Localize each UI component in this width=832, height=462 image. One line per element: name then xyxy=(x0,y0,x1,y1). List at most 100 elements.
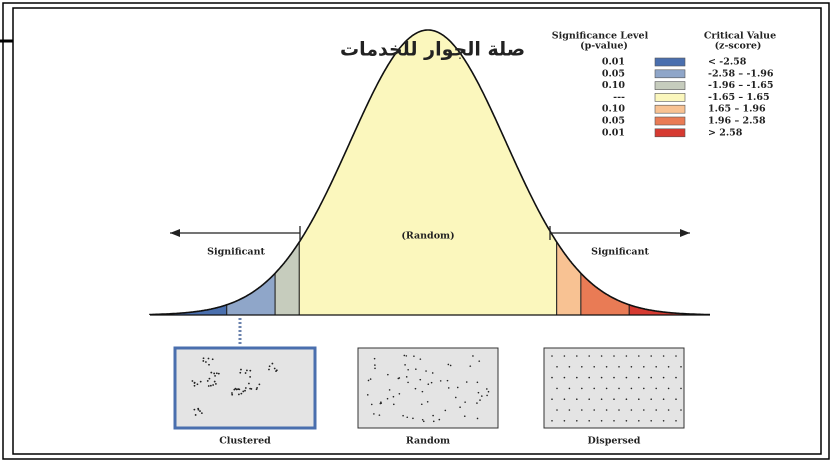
point xyxy=(662,420,665,422)
point xyxy=(415,368,417,370)
point xyxy=(643,387,645,390)
panel-label: Clustered xyxy=(219,436,271,447)
panel xyxy=(543,347,685,429)
swatch xyxy=(654,104,686,114)
point xyxy=(426,400,429,403)
point xyxy=(242,390,245,393)
point xyxy=(459,406,461,409)
point xyxy=(551,376,553,379)
point xyxy=(638,376,640,379)
point xyxy=(250,388,253,390)
point xyxy=(214,383,217,385)
point xyxy=(239,371,242,374)
point xyxy=(403,354,406,357)
point xyxy=(476,417,479,420)
p-value: 0.01 xyxy=(602,57,625,68)
inner-frame xyxy=(12,7,822,455)
point xyxy=(581,387,583,390)
point xyxy=(563,398,566,401)
point xyxy=(618,409,620,411)
panel-label: Dispersed xyxy=(588,436,641,447)
point xyxy=(237,393,240,396)
point xyxy=(207,357,210,360)
point xyxy=(568,366,571,368)
point xyxy=(215,372,218,375)
p-value: 0.10 xyxy=(602,80,626,91)
point xyxy=(662,398,665,401)
point xyxy=(655,409,657,411)
point xyxy=(667,366,670,368)
z-header: Critical Value xyxy=(704,31,776,42)
z-score: -2.58 – -1.96 xyxy=(708,68,774,79)
point xyxy=(407,368,409,371)
point xyxy=(209,384,212,387)
point xyxy=(419,378,422,381)
point xyxy=(593,366,595,368)
point xyxy=(237,388,240,390)
point xyxy=(600,355,603,357)
point xyxy=(248,382,250,385)
point xyxy=(373,413,375,415)
point xyxy=(213,380,216,383)
legend: 0.01 < -2.58 0.05 -2.58 – -1.96 0.10 -1.96 – … xyxy=(602,57,774,139)
point xyxy=(208,377,211,380)
point xyxy=(456,386,459,389)
z-score: -1.65 – 1.65 xyxy=(708,92,770,103)
point xyxy=(650,355,652,357)
point xyxy=(205,361,207,363)
point xyxy=(576,398,578,401)
point xyxy=(199,380,202,383)
point xyxy=(444,409,447,412)
point xyxy=(463,415,466,418)
p-value: 0.01 xyxy=(602,127,625,138)
point xyxy=(380,401,382,404)
point xyxy=(419,358,422,360)
point xyxy=(625,355,628,357)
point xyxy=(613,355,615,357)
point xyxy=(446,379,449,382)
point xyxy=(472,355,474,357)
point xyxy=(217,372,220,375)
point xyxy=(438,418,441,421)
point xyxy=(210,371,213,374)
point xyxy=(600,376,603,379)
point xyxy=(439,380,442,382)
curve-region xyxy=(556,240,582,316)
point xyxy=(465,381,468,383)
point xyxy=(398,377,401,379)
point xyxy=(563,355,566,357)
point xyxy=(200,412,203,414)
point xyxy=(271,362,274,365)
bell-curve xyxy=(149,29,710,316)
point xyxy=(655,366,657,368)
right-label: Significant xyxy=(591,247,649,258)
point xyxy=(675,376,677,379)
point xyxy=(680,387,682,390)
point xyxy=(605,387,608,390)
point xyxy=(202,360,205,362)
point xyxy=(413,355,415,357)
point xyxy=(374,367,376,370)
point xyxy=(244,389,246,392)
point xyxy=(430,381,433,384)
point xyxy=(478,360,481,362)
point xyxy=(618,366,620,368)
z-score: > 2.58 xyxy=(708,127,743,138)
point xyxy=(206,380,209,382)
point xyxy=(193,384,196,387)
point xyxy=(249,369,252,372)
point xyxy=(556,409,558,411)
point xyxy=(630,387,633,390)
point xyxy=(588,355,590,357)
point xyxy=(373,357,376,360)
point xyxy=(625,420,628,422)
point xyxy=(240,392,243,395)
point xyxy=(249,376,252,378)
point xyxy=(662,355,665,357)
point xyxy=(420,403,423,406)
point xyxy=(675,355,677,357)
point xyxy=(258,383,261,386)
point xyxy=(196,383,199,386)
point xyxy=(235,388,238,391)
point xyxy=(194,414,197,416)
